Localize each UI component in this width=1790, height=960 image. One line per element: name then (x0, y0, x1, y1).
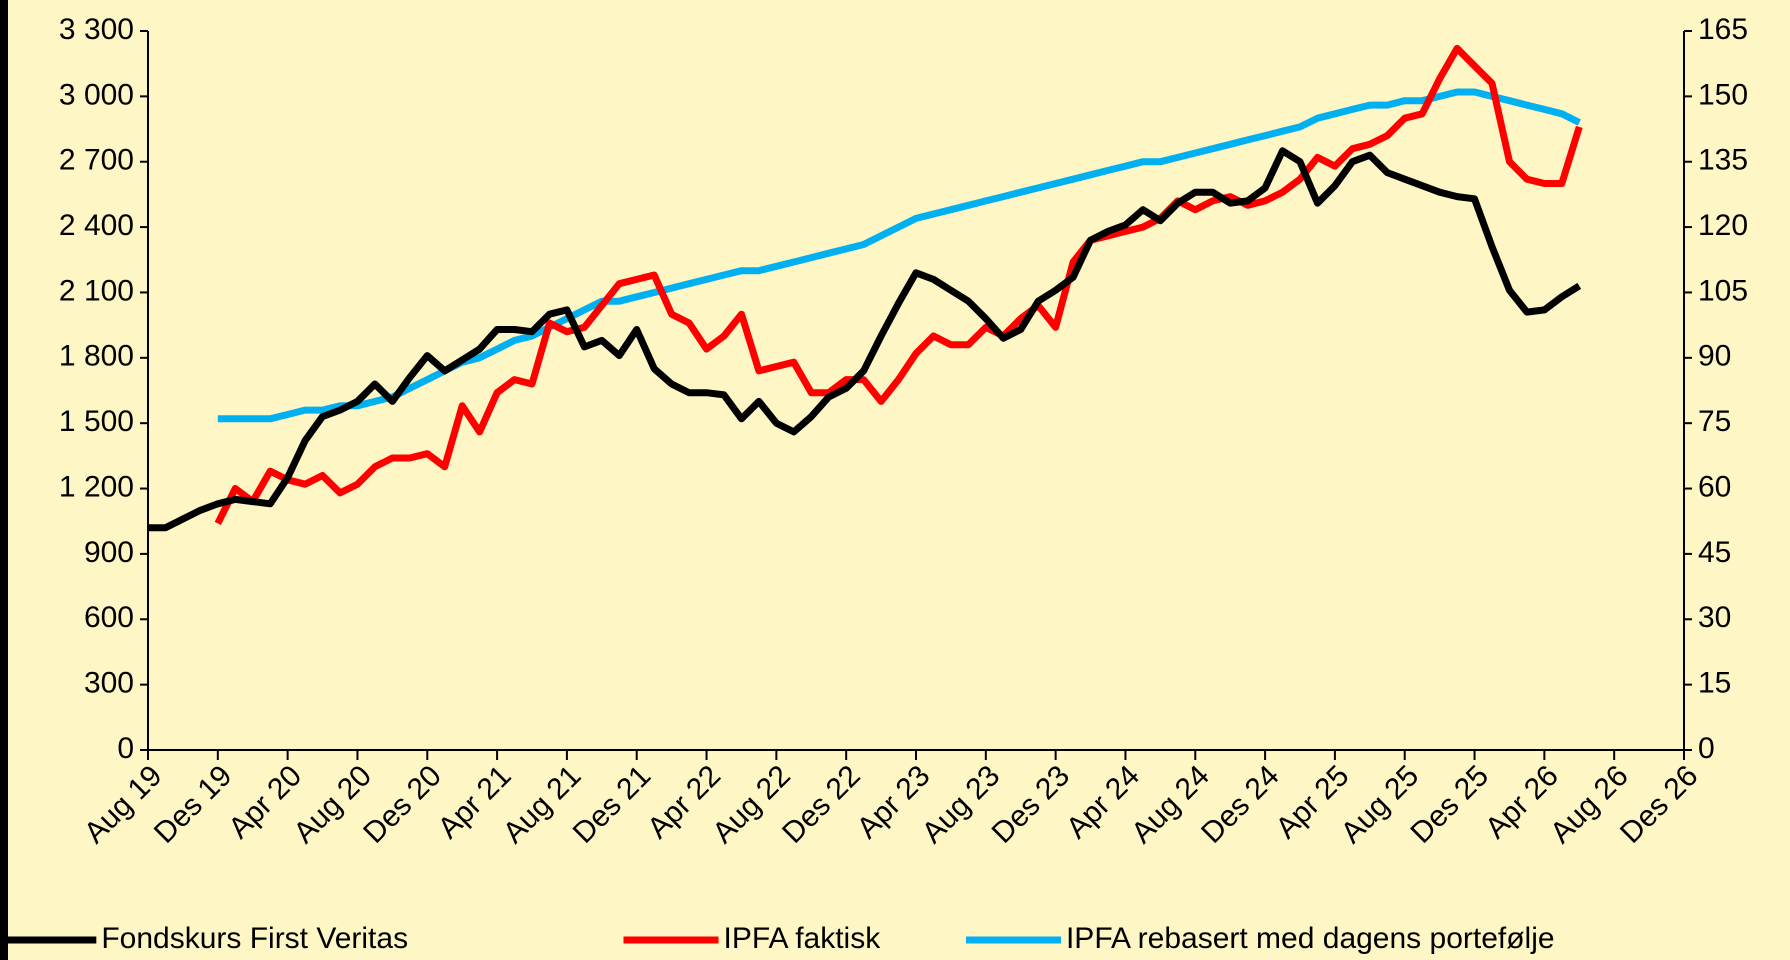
left-border (0, 0, 8, 960)
x-tick-label: Aug 26 (1544, 759, 1635, 850)
y-tick-label: 1 200 (59, 470, 134, 503)
y2-tick-label: 105 (1698, 274, 1748, 307)
x-tick-label: Des 19 (148, 759, 239, 850)
x-tick-label: Des 26 (1614, 759, 1705, 850)
x-tick-label: Des 23 (986, 759, 1077, 850)
y2-tick-label: 30 (1698, 601, 1731, 634)
y-tick-label: 0 (117, 732, 134, 765)
y-tick-label: 1 800 (59, 340, 134, 373)
x-tick-label: Des 20 (357, 759, 448, 850)
x-tick-label: Aug 21 (497, 759, 588, 850)
y-tick-label: 300 (84, 667, 134, 700)
y-tick-label: 900 (84, 536, 134, 569)
y-tick-label: 3 300 (59, 13, 134, 46)
x-tick-label: Aug 25 (1335, 759, 1426, 850)
series-line (214, 44, 1583, 525)
x-tick-label: Aug 24 (1125, 759, 1216, 850)
x-tick-label: Aug 23 (916, 759, 1007, 850)
y2-tick-label: 90 (1698, 340, 1731, 373)
x-tick-label: Aug 20 (287, 759, 378, 850)
y2-tick-label: 150 (1698, 78, 1748, 111)
y2-tick-label: 165 (1698, 13, 1748, 46)
legend-label: IPFA faktisk (724, 922, 882, 955)
x-tick-label: Des 25 (1405, 759, 1496, 850)
legend-label: Fondskurs First Veritas (101, 922, 408, 955)
y-tick-label: 600 (84, 601, 134, 634)
y2-tick-label: 15 (1698, 667, 1731, 700)
y2-tick-label: 60 (1698, 470, 1731, 503)
y2-tick-label: 0 (1698, 732, 1715, 765)
y-tick-label: 1 500 (59, 405, 134, 438)
x-tick-label: Des 21 (567, 759, 658, 850)
y2-tick-label: 75 (1698, 405, 1731, 438)
x-tick-label: Des 24 (1195, 759, 1286, 850)
y-tick-label: 2 700 (59, 144, 134, 177)
y2-tick-label: 45 (1698, 536, 1731, 569)
y2-tick-label: 135 (1698, 144, 1748, 177)
y-tick-label: 3 000 (59, 78, 134, 111)
y2-tick-label: 120 (1698, 209, 1748, 242)
y-tick-label: 2 400 (59, 209, 134, 242)
legend-label: IPFA rebasert med dagens portefølje (1066, 922, 1555, 955)
y-tick-label: 2 100 (59, 274, 134, 307)
series-line (148, 147, 1582, 532)
x-tick-label: Des 22 (776, 759, 867, 850)
x-tick-label: Aug 19 (78, 759, 169, 850)
x-tick-label: Aug 22 (706, 759, 797, 850)
